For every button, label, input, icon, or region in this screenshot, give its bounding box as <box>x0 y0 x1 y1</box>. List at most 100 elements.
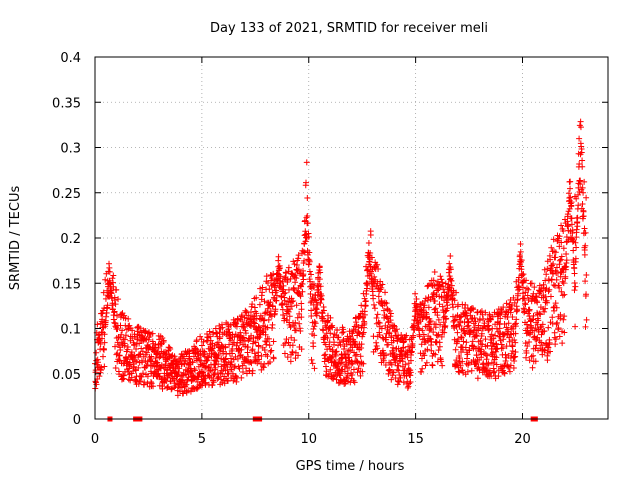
data-point <box>388 376 395 383</box>
axis-ticks <box>94 56 608 420</box>
data-point <box>310 343 317 350</box>
data-point <box>510 365 517 372</box>
data-point <box>544 357 551 364</box>
data-point <box>512 330 519 337</box>
data-point <box>134 324 141 331</box>
data-point <box>298 346 305 353</box>
data-point <box>493 346 500 353</box>
data-point <box>484 352 491 359</box>
data-point <box>511 336 518 343</box>
data-point <box>523 277 530 284</box>
data-point <box>218 376 225 383</box>
y-axis-label: SRMTID / TECUs <box>8 186 23 291</box>
data-point <box>233 320 240 327</box>
data-point <box>371 273 378 280</box>
data-point <box>343 351 350 358</box>
data-point <box>539 321 546 328</box>
data-point <box>396 371 403 378</box>
data-point <box>367 249 374 256</box>
data-point <box>523 285 530 292</box>
data-point <box>207 337 214 344</box>
data-point <box>135 323 142 330</box>
data-point <box>255 343 262 350</box>
data-point <box>582 229 589 236</box>
data-point <box>556 284 563 291</box>
data-point <box>193 337 200 344</box>
data-point <box>498 341 505 348</box>
data-point <box>419 327 426 334</box>
data-point <box>579 215 586 222</box>
data-point <box>385 367 392 374</box>
data-point <box>234 355 241 362</box>
data-point <box>276 265 283 272</box>
data-point <box>243 365 250 372</box>
data-point <box>434 332 441 339</box>
data-point <box>270 355 277 362</box>
data-point <box>451 297 458 304</box>
data-point <box>512 339 519 346</box>
data-point <box>192 345 199 352</box>
data-point <box>125 368 132 375</box>
data-point <box>192 367 199 374</box>
data-point <box>541 308 548 315</box>
data-point <box>191 366 198 373</box>
data-point <box>339 329 346 336</box>
data-point <box>301 257 308 264</box>
data-point <box>438 358 445 365</box>
data-point <box>473 332 480 339</box>
data-point <box>500 369 507 376</box>
data-point <box>250 316 257 323</box>
data-point <box>364 280 371 287</box>
data-point <box>131 357 138 364</box>
data-point <box>386 368 393 375</box>
data-point <box>407 369 414 376</box>
data-point <box>210 379 217 386</box>
data-point <box>224 364 231 371</box>
data-point <box>472 361 479 368</box>
data-point <box>542 305 549 312</box>
data-point <box>144 373 151 380</box>
data-point <box>205 354 212 361</box>
data-point <box>431 297 438 304</box>
data-point <box>428 325 435 332</box>
data-point <box>400 344 407 351</box>
data-point <box>518 257 525 264</box>
data-point <box>559 292 566 299</box>
data-point <box>558 253 565 260</box>
data-point <box>444 297 451 304</box>
data-point <box>458 333 465 340</box>
data-point <box>422 298 429 305</box>
data-point <box>436 301 443 308</box>
data-point <box>312 320 319 327</box>
data-point <box>289 342 296 349</box>
data-point <box>306 268 313 275</box>
data-point <box>435 286 442 293</box>
data-point <box>156 373 163 380</box>
data-point <box>320 307 327 314</box>
data-point <box>154 359 161 366</box>
data-point <box>449 301 456 308</box>
data-point <box>95 359 102 366</box>
data-point <box>238 374 245 381</box>
data-point <box>510 294 517 301</box>
data-point <box>545 277 552 284</box>
data-point <box>520 284 527 291</box>
data-point <box>468 367 475 374</box>
data-point <box>222 344 229 351</box>
data-point <box>326 346 333 353</box>
data-point <box>304 194 311 201</box>
data-point <box>546 286 553 293</box>
data-point <box>97 340 104 347</box>
data-point <box>347 348 354 355</box>
data-point <box>558 222 565 229</box>
data-point <box>165 372 172 379</box>
data-point <box>155 370 162 377</box>
data-point <box>254 360 261 367</box>
data-point <box>264 279 271 286</box>
data-point <box>285 308 292 315</box>
data-point <box>247 358 254 365</box>
data-point <box>244 349 251 356</box>
data-point <box>318 314 325 321</box>
data-point <box>300 271 307 278</box>
data-point <box>249 346 256 353</box>
